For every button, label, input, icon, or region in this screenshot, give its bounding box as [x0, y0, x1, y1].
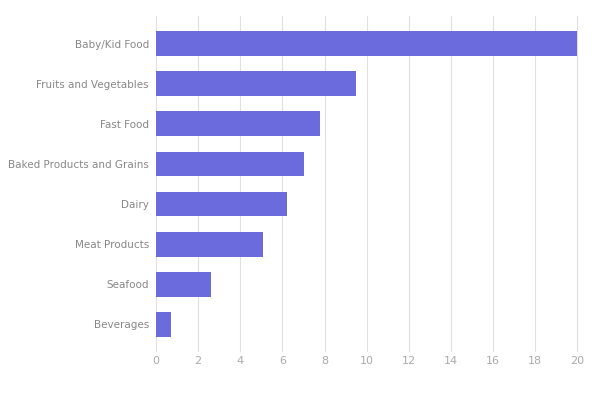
Bar	[156, 152, 304, 176]
Bar	[156, 31, 577, 56]
Bar	[156, 232, 263, 256]
Bar	[156, 312, 171, 337]
Bar	[156, 112, 320, 136]
Bar	[156, 192, 287, 216]
Bar	[156, 272, 211, 297]
Bar	[156, 71, 356, 96]
